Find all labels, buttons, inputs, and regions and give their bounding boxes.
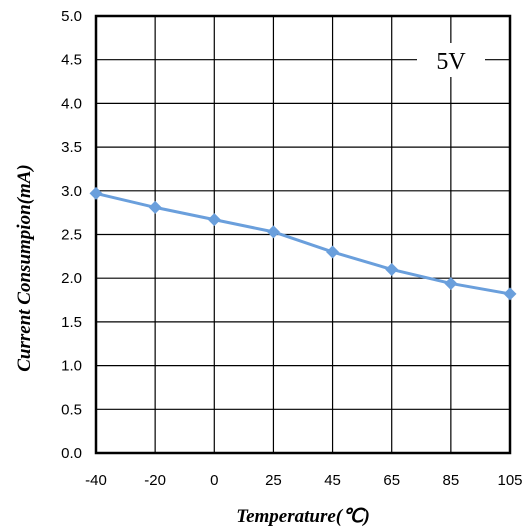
x-axis-title: Temperature(℃) — [236, 506, 370, 527]
plot-frame — [94, 14, 512, 455]
x-tick-label: 85 — [443, 472, 460, 489]
y-tick-label: 0.5 — [61, 401, 82, 418]
data-point-marker — [503, 287, 517, 301]
annotation-label: 5V — [436, 49, 466, 75]
y-tick-label: 2.0 — [61, 270, 82, 287]
y-tick-label: 0.0 — [61, 445, 82, 462]
y-tick-label: 1.5 — [61, 314, 82, 331]
x-tick-label: 25 — [265, 472, 282, 489]
y-tick-label: 2.5 — [61, 227, 82, 244]
x-tick-label: 0 — [210, 472, 218, 489]
data-point-marker — [266, 225, 280, 239]
x-tick-label: 45 — [324, 472, 341, 489]
grid-lines — [95, 15, 511, 454]
x-tick-labels: -40 -20 0 25 45 65 85 105 — [85, 472, 522, 489]
data-point-marker — [89, 186, 103, 200]
data-point-marker — [326, 245, 340, 259]
y-tick-labels: 0.0 0.5 1.0 1.5 2.0 2.5 3.0 3.5 4.0 4.5 5.0 — [61, 8, 82, 462]
data-point-marker — [385, 262, 399, 276]
y-tick-label: 4.5 — [61, 52, 82, 69]
y-tick-label: 3.0 — [61, 183, 82, 200]
data-point-marker — [148, 200, 162, 214]
y-tick-label: 1.0 — [61, 358, 82, 375]
data-point-marker — [207, 213, 221, 227]
annotation-background — [417, 43, 485, 77]
y-axis-title: Current Consumpion(mA) — [14, 164, 35, 372]
x-tick-label: 65 — [383, 472, 400, 489]
series-line — [95, 191, 511, 296]
y-tick-label: 3.5 — [61, 139, 82, 156]
x-tick-label: 105 — [497, 472, 522, 489]
x-tick-label: -20 — [144, 472, 166, 489]
y-tick-label: 5.0 — [61, 8, 82, 25]
x-tick-label: -40 — [85, 472, 107, 489]
y-tick-label: 4.0 — [61, 95, 82, 112]
data-point-marker — [444, 276, 458, 290]
series-layer — [89, 186, 517, 301]
